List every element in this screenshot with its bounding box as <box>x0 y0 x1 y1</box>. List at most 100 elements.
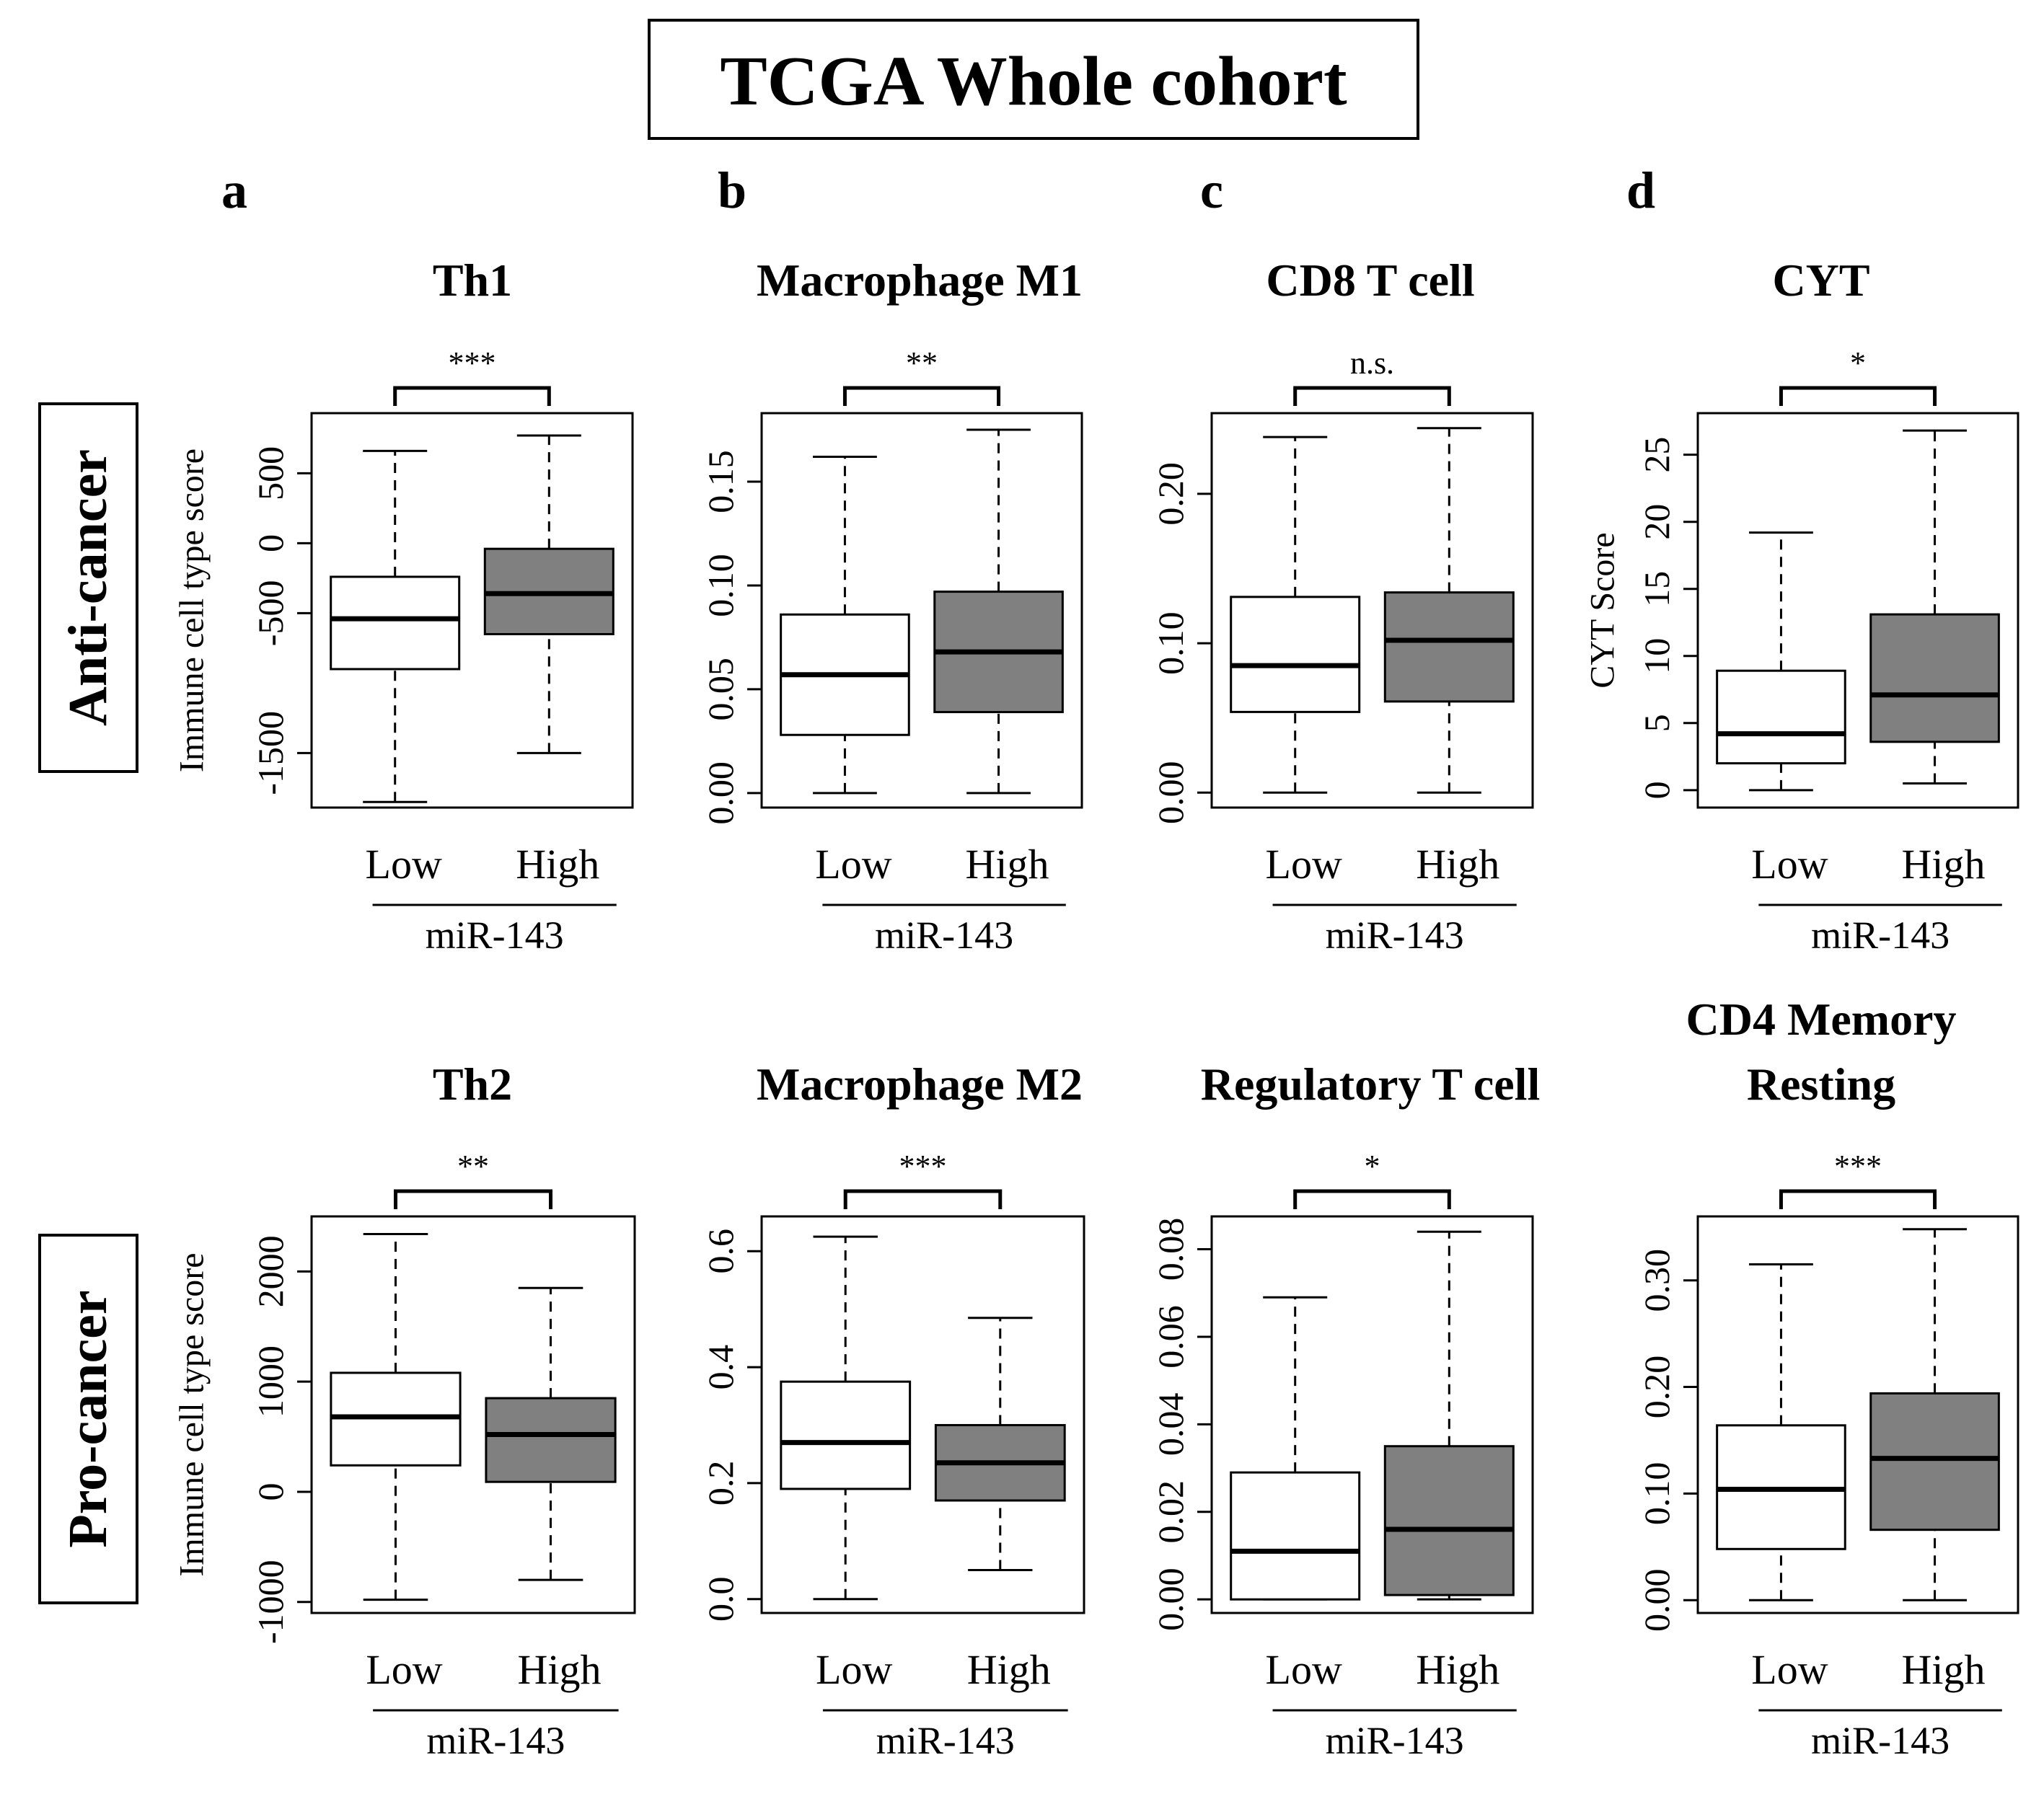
group-label: miR-143 <box>426 914 564 957</box>
category-label-low: Low <box>366 841 442 888</box>
category-label-high: High <box>1416 841 1499 888</box>
significance-label: * <box>1365 1149 1380 1184</box>
iqr-box <box>1716 669 1846 765</box>
panel-letter-b: b <box>718 162 746 219</box>
plot-frame <box>760 1215 1085 1614</box>
iqr-box <box>1230 1471 1361 1601</box>
y-tick-label: 0.00 <box>1636 1569 1677 1632</box>
chart-panel-2: Macrophage M1 0.00 0.05 0.10 0.15 Low High miR-… <box>700 255 1083 957</box>
y-tick-label: 500 <box>250 446 291 500</box>
box-low <box>330 449 461 803</box>
box-low <box>1716 531 1846 792</box>
box-high <box>933 428 1064 795</box>
box-high <box>485 1286 617 1581</box>
plot-title: Th1 <box>433 255 512 306</box>
y-tick-label: 1000 <box>250 1345 291 1418</box>
y-tick-label: -1000 <box>250 1560 291 1644</box>
box-low <box>780 1235 912 1601</box>
iqr-box <box>1230 596 1361 713</box>
y-tick-label: 0.10 <box>1150 611 1191 675</box>
significance-bracket <box>1779 1189 1937 1209</box>
y-tick-label: 0.00 <box>700 761 741 825</box>
plot-frame <box>1210 412 1534 809</box>
box-high <box>1383 427 1515 794</box>
y-tick-label: 0.20 <box>1150 462 1191 526</box>
plot-frame <box>310 412 634 809</box>
box-low <box>1230 1296 1361 1601</box>
y-tick-label: 0.00 <box>1150 761 1191 825</box>
category-label-low: Low <box>366 1646 442 1693</box>
y-tick-label: 0.0 <box>700 1576 741 1622</box>
significance-bracket <box>843 1189 1003 1209</box>
chart-panel-5: Th2 -1000 0 1000 2000 Immune cell type score L… <box>173 1058 636 1762</box>
significance-label: *** <box>899 1149 947 1184</box>
group-label: miR-143 <box>876 1719 1015 1762</box>
significance-bracket <box>1779 386 1937 406</box>
box-high <box>934 1317 1066 1571</box>
category-label-low: Low <box>816 1646 892 1693</box>
chart-panel-7: Regulatory T cell 0.00 0.02 0.04 0.06 0.08 Low… <box>1150 1058 1540 1762</box>
row-label-anti-cancer-text: Anti-cancer <box>58 449 118 726</box>
chart-panel-8: CD4 Memory Resting 0.00 0.10 0.20 0.30 Low High… <box>1636 994 2019 1762</box>
category-label-low: Low <box>1751 1646 1828 1693</box>
category-label-high: High <box>516 841 599 888</box>
y-tick-label: 0.30 <box>1636 1249 1677 1312</box>
y-tick-label: 0.05 <box>700 658 741 721</box>
significance-label: *** <box>449 345 496 381</box>
y-tick-label: 0.6 <box>700 1229 741 1274</box>
row-label-pro-cancer-text: Pro-cancer <box>58 1290 118 1547</box>
group-label: miR-143 <box>426 1719 565 1762</box>
category-label-high: High <box>967 1646 1051 1693</box>
y-tick-label: 0.02 <box>1150 1480 1191 1544</box>
plot-title: CYT <box>1772 255 1869 306</box>
y-tick-label: 2000 <box>250 1235 291 1307</box>
iqr-box <box>330 575 461 671</box>
chart-panel-6: Macrophage M2 0.0 0.2 0.4 0.6 Low High miR-143 *… <box>700 1058 1085 1762</box>
plot-frame <box>310 1215 636 1614</box>
box-high <box>1383 1230 1515 1601</box>
y-tick-label: 0.2 <box>700 1461 741 1506</box>
plot-frame <box>1696 1215 2019 1614</box>
title-box <box>648 19 1419 140</box>
significance-label: * <box>1850 345 1866 381</box>
category-label-low: Low <box>1266 1646 1342 1693</box>
plot-title: Macrophage M2 <box>757 1058 1083 1110</box>
iqr-box <box>780 1380 912 1490</box>
y-tick-label: 0.04 <box>1150 1393 1191 1457</box>
y-tick-label: 0.08 <box>1150 1218 1191 1281</box>
plot-title: CD8 T cell <box>1266 255 1474 306</box>
y-tick-label: 20 <box>1636 504 1677 540</box>
panel-letter-c: c <box>1200 162 1223 219</box>
group-label: miR-143 <box>1811 1719 1950 1762</box>
plot-title-line: Resting <box>1747 1058 1895 1110</box>
y-tick-label: 0.15 <box>700 450 741 513</box>
category-label-low: Low <box>1266 841 1342 888</box>
box-low <box>780 455 910 795</box>
significance-label: ** <box>906 345 938 381</box>
plot-frame <box>760 412 1083 809</box>
box-low <box>330 1232 462 1601</box>
y-tick-label: -1500 <box>250 711 291 795</box>
row-label-pro-cancer: Pro-cancer <box>38 1234 138 1604</box>
plot-frame <box>1210 1215 1534 1614</box>
y-axis-label: Immune cell type score <box>173 1252 211 1576</box>
row-label-anti-cancer: Anti-cancer <box>38 402 138 773</box>
plot-title: CD4 Memory Resting <box>1686 994 1957 1110</box>
y-tick-label: 0.10 <box>700 554 741 617</box>
iqr-box <box>485 1397 617 1483</box>
chart-panel-4: CYT 0 5 10 15 20 25 CYT Score Low High miR-143 * <box>1584 255 2019 957</box>
y-axis-label: CYT Score <box>1584 532 1622 688</box>
box-low <box>1716 1263 1846 1601</box>
significance-bracket <box>1293 1189 1451 1209</box>
plot-title: Th2 <box>433 1058 512 1110</box>
category-label-low: Low <box>815 841 891 888</box>
category-label-low: Low <box>1751 841 1828 888</box>
iqr-box <box>1383 1445 1515 1596</box>
iqr-box <box>1869 1392 2000 1531</box>
y-tick-label: 0 <box>250 1482 291 1500</box>
panel-letter-a: a <box>221 162 247 219</box>
y-tick-label: 0.10 <box>1636 1462 1677 1526</box>
group-label: miR-143 <box>1326 914 1464 957</box>
